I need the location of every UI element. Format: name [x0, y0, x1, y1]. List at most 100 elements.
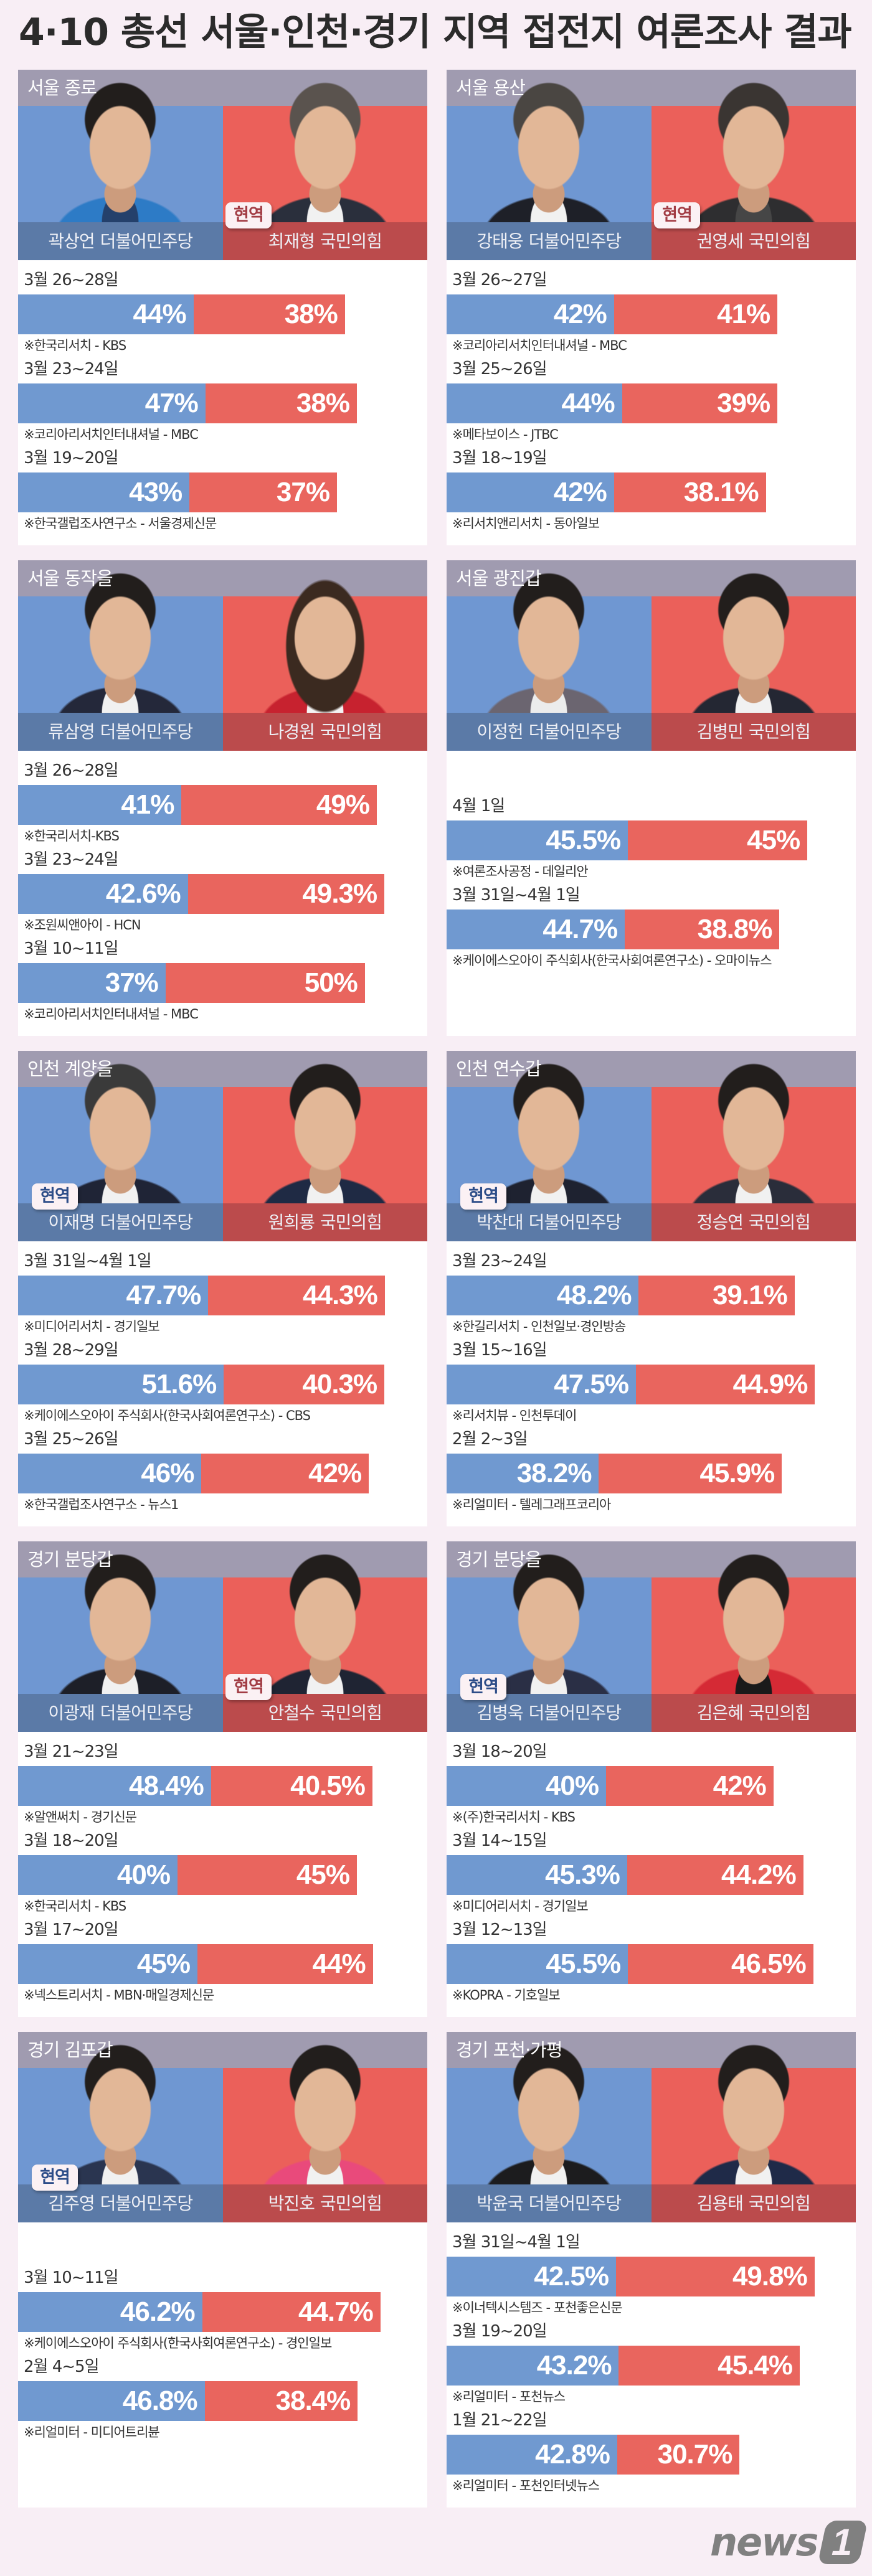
ppp-photo-panel — [651, 76, 856, 222]
poll-bar: 42.5% 49.8% — [447, 2257, 856, 2296]
dem-candidate-label: 김주영 더불어민주당 — [18, 2184, 223, 2222]
poll-source: ※KOPRA - 기호일보 — [452, 1988, 561, 2003]
candidate-photos — [447, 566, 856, 713]
ppp-candidate-photo — [256, 76, 394, 222]
dem-share-bar: 44% — [447, 383, 622, 423]
poll-source: ※리얼미터 - 포천인터넷뉴스 — [452, 2478, 600, 2493]
ppp-share-bar: 39.1% — [638, 1276, 795, 1315]
poll-row: 3월 26~28일 44% 38% ※한국리서치 - KBS — [18, 268, 427, 357]
candidate-photos — [18, 76, 427, 222]
candidate-photos — [447, 1057, 856, 1203]
dem-share-bar: 43% — [18, 472, 190, 512]
dem-party-name: 더불어민주당 — [100, 231, 194, 251]
poll-bar: 45% 44% — [18, 1944, 427, 1984]
poll-source: ※케이에스오아이 주식회사(한국사회여론연구소) - 경인일보 — [24, 2336, 332, 2351]
ppp-photo-panel — [651, 1057, 856, 1203]
dem-party-name: 더불어민주당 — [528, 1212, 622, 1233]
ppp-party-name: 국민의힘 — [748, 1703, 811, 1723]
ppp-candidate-label: 박진호 국민의힘 — [222, 2184, 427, 2222]
dem-share-bar: 42.8% — [447, 2435, 617, 2475]
ppp-photo-panel — [651, 566, 856, 713]
dem-candidate-photo — [480, 76, 618, 222]
ppp-share-bar: 38% — [205, 383, 357, 423]
poll-date: 3월 26~28일 — [24, 271, 119, 289]
incumbent-badge: 현역 — [32, 1183, 78, 1210]
poll-bar: 45.3% 44.2% — [447, 1855, 856, 1895]
poll-row: 3월 18~19일 42% 38.1% ※리서치앤리서치 - 동아일보 — [447, 446, 856, 535]
page-title: 4·10 총선 서울·인천·경기 지역 접전지 여론조사 결과 — [19, 11, 852, 54]
ppp-share-bar: 49% — [181, 785, 377, 825]
poll-results: 3월 18~20일 40% 42% ※(주)한국리서치 - KBS 3월 14~1… — [447, 1732, 856, 2017]
poll-source: ※코리아리서치인터내셔널 - MBC — [24, 427, 199, 442]
candidate-name-band: 곽상언 더불어민주당 최재형 국민의힘 — [18, 222, 427, 260]
ppp-share-bar: 45% — [178, 1855, 357, 1895]
ppp-share-bar: 37% — [189, 472, 337, 512]
poll-date: 3월 18~20일 — [452, 1742, 547, 1761]
dem-party-name: 더불어민주당 — [528, 2193, 622, 2214]
ppp-share-bar: 45.4% — [618, 2346, 800, 2386]
ppp-candidate-label: 김은혜 국민의힘 — [651, 1694, 856, 1732]
district-name: 인천 연수갑 — [456, 1058, 542, 1079]
district-name: 인천 계양을 — [27, 1058, 113, 1079]
poll-date: 1월 21~22일 — [452, 2411, 547, 2430]
ppp-share-bar: 38% — [193, 294, 345, 334]
candidate-photos — [18, 2038, 427, 2184]
poll-bar: 43% 37% — [18, 472, 427, 512]
poll-row: 3월 31일~4월 1일 47.7% 44.3% ※미디어리서치 - 경기일보 — [18, 1249, 427, 1338]
dem-candidate-photo — [52, 76, 189, 222]
ppp-share-bar: 44.3% — [208, 1276, 385, 1315]
dem-party-name: 더불어민주당 — [100, 1703, 194, 1723]
poll-source: ※미디어리서치 - 경기일보 — [24, 1319, 160, 1334]
ppp-candidate-name: 최재형 — [268, 231, 315, 251]
dem-candidate-photo — [480, 2038, 618, 2184]
poll-row: 3월 31일~4월 1일 44.7% 38.8% ※케이에스오아이 주식회사(한국… — [447, 883, 856, 972]
dem-share-bar: 37% — [18, 963, 166, 1003]
panel-gyeonggi-bundang-gap: 경기 분당갑 이광재 더불어민주당 안철수 국민의힘 현역 3월 21~23일 48… — [18, 1541, 427, 2017]
dem-candidate-photo — [52, 2038, 189, 2184]
candidate-name-band: 김병욱 더불어민주당 김은혜 국민의힘 — [447, 1694, 856, 1732]
ppp-share-bar: 45% — [628, 820, 808, 860]
poll-date: 3월 19~20일 — [24, 449, 119, 468]
dem-share-bar: 42.6% — [18, 874, 188, 914]
dem-candidate-name: 이재명 — [48, 1212, 95, 1233]
district-name: 경기 분당갑 — [27, 1549, 113, 1570]
poll-row: 3월 19~20일 43.2% 45.4% ※리얼미터 - 포천뉴스 — [447, 2319, 856, 2408]
poll-date: 3월 31일~4월 1일 — [452, 2233, 581, 2252]
poll-date: 3월 25~26일 — [452, 360, 547, 378]
poll-bar: 40% 45% — [18, 1855, 427, 1895]
ppp-candidate-photo — [685, 1057, 822, 1203]
ppp-share-bar: 44% — [197, 1944, 373, 1984]
dem-share-bar: 45.3% — [447, 1855, 627, 1895]
incumbent-badge: 현역 — [654, 202, 700, 228]
dem-share-bar: 46.8% — [18, 2381, 205, 2421]
candidate-name-band: 박찬대 더불어민주당 정승연 국민의힘 — [447, 1203, 856, 1241]
poll-source: ※메타보이스 - JTBC — [452, 427, 559, 442]
logo-wordmark: news — [710, 2519, 818, 2565]
poll-row: 3월 15~16일 47.5% 44.9% ※리서치뷰 - 인천투데이 — [447, 1338, 856, 1427]
ppp-share-bar: 39% — [622, 383, 778, 423]
poll-results: 3월 26~28일 41% 49% ※한국리서치-KBS 3월 23~24일 42… — [18, 751, 427, 1036]
poll-date: 3월 26~28일 — [24, 761, 119, 780]
ppp-party-name: 국민의힘 — [748, 231, 811, 251]
poll-source: ※여론조사공정 - 데일리안 — [452, 864, 589, 879]
panel-seoul-yongsan: 서울 용산 강태웅 더불어민주당 권영세 국민의힘 현역 3월 26~27일 42%… — [447, 70, 856, 545]
poll-source: ※코리아리서치인터내셔널 - MBC — [452, 338, 627, 353]
poll-results: 3월 21~23일 48.4% 40.5% ※알앤써치 - 경기신문 3월 18~… — [18, 1732, 427, 2017]
district-name: 서울 종로 — [27, 77, 97, 98]
ppp-candidate-name: 안철수 — [268, 1703, 315, 1723]
ppp-share-bar: 42% — [606, 1766, 774, 1806]
dem-photo-panel — [447, 2038, 652, 2184]
incumbent-badge: 현역 — [32, 2165, 78, 2191]
poll-source: ※케이에스오아이 주식회사(한국사회여론연구소) - 오마이뉴스 — [452, 953, 772, 968]
candidate-name-band: 이정헌 더불어민주당 김병민 국민의힘 — [447, 713, 856, 751]
poll-source: ※이너텍시스템즈 - 포천좋은신문 — [452, 2300, 623, 2315]
ppp-candidate-name: 정승연 — [696, 1212, 744, 1233]
dem-candidate-label: 박찬대 더불어민주당 — [447, 1203, 652, 1241]
district-name: 서울 광진갑 — [456, 568, 542, 589]
poll-row: 3월 26~27일 42% 41% ※코리아리서치인터내셔널 - MBC — [447, 268, 856, 357]
candidate-photos — [18, 566, 427, 713]
ppp-share-bar: 38.4% — [204, 2381, 358, 2421]
poll-bar: 38.2% 45.9% — [447, 1454, 856, 1493]
incumbent-badge: 현역 — [225, 202, 272, 228]
poll-date: 3월 28~29일 — [24, 1341, 119, 1360]
